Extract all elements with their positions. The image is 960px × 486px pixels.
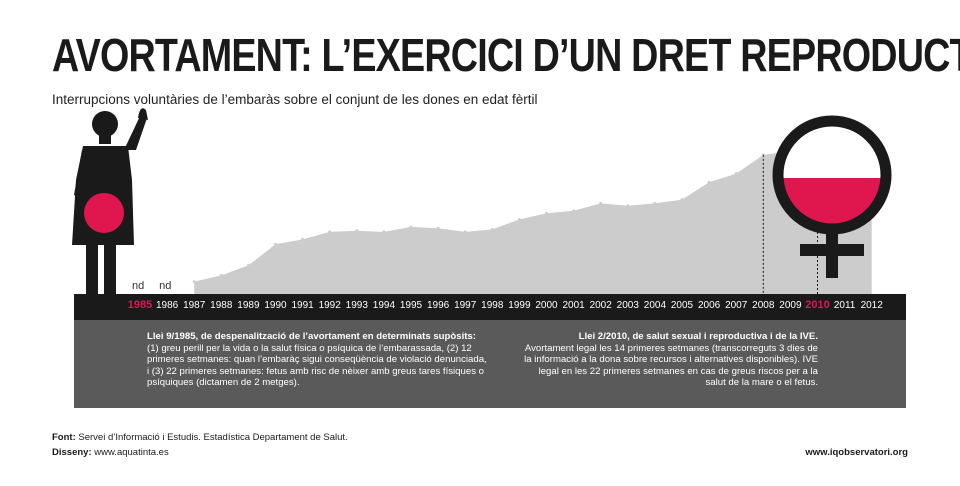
year-label-1991: 1991 xyxy=(291,300,314,311)
site-link[interactable]: www.iqobservatori.org xyxy=(805,447,908,458)
year-label-1996: 1996 xyxy=(426,300,450,311)
year-label-2007: 2007 xyxy=(725,300,748,311)
year-label-2003: 2003 xyxy=(616,300,639,311)
design-line: Disseny: www.aquatinta.es xyxy=(52,447,169,458)
data-point-1999 xyxy=(517,218,521,221)
data-point-1991 xyxy=(301,237,305,241)
year-label-2008: 2008 xyxy=(752,300,775,311)
data-point-2003 xyxy=(626,204,630,208)
data-point-2002 xyxy=(599,201,603,205)
data-point-1990 xyxy=(274,242,277,246)
year-label-1992: 1992 xyxy=(318,300,341,311)
source-label: Font: xyxy=(52,432,76,443)
year-label-2010: 2010 xyxy=(805,299,830,311)
law-panel xyxy=(74,320,906,408)
source-line: Font: Servei d’Informació i Estudis. Est… xyxy=(52,432,348,443)
law-2010: Llei 2/2010, de salut sexual i reproduct… xyxy=(518,331,818,389)
year-label-1997: 1997 xyxy=(454,300,477,311)
reference-lines xyxy=(762,154,818,398)
data-point-1998 xyxy=(490,227,494,231)
year-timeline xyxy=(74,294,906,320)
year-label-1994: 1994 xyxy=(372,300,396,311)
data-point-2000 xyxy=(545,211,548,215)
female-symbol-icon xyxy=(772,115,892,278)
law-1985: Llei 9/1985, de despenalització de l’avo… xyxy=(147,331,487,389)
data-point-1988 xyxy=(219,273,223,277)
law-2010-heading: Llei 2/2010, de salut sexual i reproduct… xyxy=(578,331,818,342)
law-1985-body: (1) greu perill per la vida o la salut f… xyxy=(147,342,487,389)
year-label-2009: 2009 xyxy=(779,300,802,311)
year-label-1988: 1988 xyxy=(210,300,233,311)
nd-label-1986: nd xyxy=(159,280,172,292)
nd-label-1985: nd xyxy=(132,280,145,292)
woman-figure-icon xyxy=(72,108,148,296)
page-subtitle: Interrupcions voluntàries de l’embaràs s… xyxy=(52,92,538,107)
year-label-1987: 1987 xyxy=(183,300,206,311)
law-2010-body: Avortament legal les 14 primeres setmane… xyxy=(524,342,818,389)
data-point-1997 xyxy=(463,230,467,234)
law-1985-heading: Llei 9/1985, de despenalització de l’avo… xyxy=(147,331,476,342)
area-series xyxy=(192,149,874,294)
data-point-2004 xyxy=(653,201,657,205)
design-link[interactable]: www.aquatinta.es xyxy=(94,447,169,458)
year-label-1993: 1993 xyxy=(345,300,368,311)
data-point-1992 xyxy=(328,230,332,234)
year-label-1999: 1999 xyxy=(508,300,531,311)
year-label-1995: 1995 xyxy=(399,300,423,311)
year-label-2002: 2002 xyxy=(589,300,612,311)
year-label-2000: 2000 xyxy=(535,300,558,311)
data-point-1989 xyxy=(246,263,250,267)
data-point-2001 xyxy=(572,209,576,213)
year-label-2004: 2004 xyxy=(643,300,667,311)
data-point-2007 xyxy=(734,172,738,176)
data-point-2005 xyxy=(680,198,684,202)
data-point-1987 xyxy=(192,280,196,284)
year-label-2001: 2001 xyxy=(562,300,585,311)
source-text: Servei d’Informació i Estudis. Estadísti… xyxy=(78,432,348,443)
year-label-1989: 1989 xyxy=(237,300,260,311)
area-series-fill xyxy=(194,151,872,294)
year-label-1990: 1990 xyxy=(264,300,287,311)
data-point-1995 xyxy=(409,225,413,229)
year-label-2006: 2006 xyxy=(697,300,721,311)
year-label-2011: 2011 xyxy=(833,300,856,311)
data-point-1993 xyxy=(355,229,359,233)
year-label-1998: 1998 xyxy=(481,300,504,311)
year-label-2012: 2012 xyxy=(860,300,883,311)
year-label-2005: 2005 xyxy=(670,300,694,311)
year-label-1985: 1985 xyxy=(127,299,153,311)
data-point-1994 xyxy=(382,230,386,234)
data-point-2006 xyxy=(707,180,711,184)
year-label-1986: 1986 xyxy=(155,300,179,311)
design-label: Disseny: xyxy=(52,447,92,458)
data-point-1996 xyxy=(436,226,440,230)
